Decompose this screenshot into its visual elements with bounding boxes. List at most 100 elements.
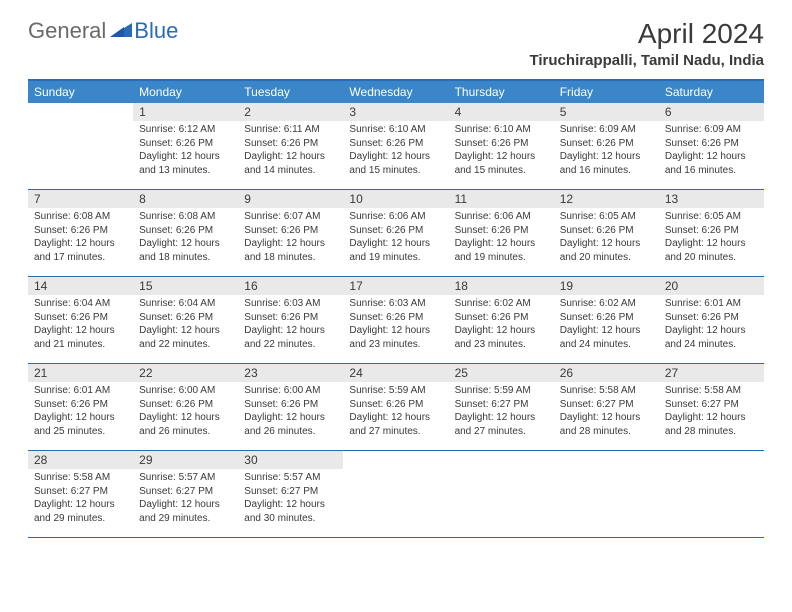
sunrise-text: Sunrise: 6:06 AM [349,210,442,224]
day-cell: 6Sunrise: 6:09 AMSunset: 6:26 PMDaylight… [659,103,764,189]
day-cell [28,103,133,189]
sunset-text: Sunset: 6:26 PM [244,137,337,151]
day-number: 14 [28,277,133,295]
daylight-text: Daylight: 12 hours and 22 minutes. [244,324,337,351]
day-cell: 21Sunrise: 6:01 AMSunset: 6:26 PMDayligh… [28,364,133,450]
sunset-text: Sunset: 6:26 PM [34,224,127,238]
day-details: Sunrise: 6:03 AMSunset: 6:26 PMDaylight:… [238,295,343,355]
calendar: Sunday Monday Tuesday Wednesday Thursday… [28,79,764,538]
sunrise-text: Sunrise: 5:59 AM [349,384,442,398]
day-details: Sunrise: 6:10 AMSunset: 6:26 PMDaylight:… [343,121,448,181]
sunrise-text: Sunrise: 6:02 AM [455,297,548,311]
sunset-text: Sunset: 6:26 PM [244,311,337,325]
day-details: Sunrise: 6:06 AMSunset: 6:26 PMDaylight:… [343,208,448,268]
day-number: 2 [238,103,343,121]
sunrise-text: Sunrise: 6:10 AM [349,123,442,137]
day-number: 16 [238,277,343,295]
weekday-header: Thursday [449,81,554,103]
daylight-text: Daylight: 12 hours and 17 minutes. [34,237,127,264]
daylight-text: Daylight: 12 hours and 23 minutes. [349,324,442,351]
day-details: Sunrise: 6:00 AMSunset: 6:26 PMDaylight:… [238,382,343,442]
day-number: 10 [343,190,448,208]
daylight-text: Daylight: 12 hours and 25 minutes. [34,411,127,438]
sunset-text: Sunset: 6:26 PM [349,311,442,325]
daylight-text: Daylight: 12 hours and 20 minutes. [560,237,653,264]
daylight-text: Daylight: 12 hours and 26 minutes. [244,411,337,438]
sunrise-text: Sunrise: 5:57 AM [139,471,232,485]
day-cell: 24Sunrise: 5:59 AMSunset: 6:26 PMDayligh… [343,364,448,450]
day-cell: 23Sunrise: 6:00 AMSunset: 6:26 PMDayligh… [238,364,343,450]
day-details: Sunrise: 5:58 AMSunset: 6:27 PMDaylight:… [554,382,659,442]
day-details: Sunrise: 6:12 AMSunset: 6:26 PMDaylight:… [133,121,238,181]
day-number: 8 [133,190,238,208]
day-cell: 26Sunrise: 5:58 AMSunset: 6:27 PMDayligh… [554,364,659,450]
sunset-text: Sunset: 6:26 PM [139,311,232,325]
day-cell: 25Sunrise: 5:59 AMSunset: 6:27 PMDayligh… [449,364,554,450]
week-row: 28Sunrise: 5:58 AMSunset: 6:27 PMDayligh… [28,451,764,538]
day-details: Sunrise: 6:01 AMSunset: 6:26 PMDaylight:… [659,295,764,355]
weekday-header: Monday [133,81,238,103]
sunset-text: Sunset: 6:27 PM [34,485,127,499]
daylight-text: Daylight: 12 hours and 24 minutes. [560,324,653,351]
logo: General Blue [28,18,178,44]
daylight-text: Daylight: 12 hours and 14 minutes. [244,150,337,177]
sunset-text: Sunset: 6:26 PM [455,224,548,238]
day-number: 18 [449,277,554,295]
sunrise-text: Sunrise: 6:06 AM [455,210,548,224]
day-details: Sunrise: 5:58 AMSunset: 6:27 PMDaylight:… [28,469,133,529]
day-details: Sunrise: 5:58 AMSunset: 6:27 PMDaylight:… [659,382,764,442]
sunset-text: Sunset: 6:27 PM [455,398,548,412]
sunset-text: Sunset: 6:27 PM [139,485,232,499]
day-cell [659,451,764,537]
day-cell: 1Sunrise: 6:12 AMSunset: 6:26 PMDaylight… [133,103,238,189]
day-details: Sunrise: 6:06 AMSunset: 6:26 PMDaylight:… [449,208,554,268]
day-cell: 18Sunrise: 6:02 AMSunset: 6:26 PMDayligh… [449,277,554,363]
day-details: Sunrise: 6:09 AMSunset: 6:26 PMDaylight:… [659,121,764,181]
sunrise-text: Sunrise: 6:12 AM [139,123,232,137]
daylight-text: Daylight: 12 hours and 18 minutes. [244,237,337,264]
day-details: Sunrise: 5:57 AMSunset: 6:27 PMDaylight:… [133,469,238,529]
week-row: 14Sunrise: 6:04 AMSunset: 6:26 PMDayligh… [28,277,764,364]
day-cell: 16Sunrise: 6:03 AMSunset: 6:26 PMDayligh… [238,277,343,363]
week-row: 21Sunrise: 6:01 AMSunset: 6:26 PMDayligh… [28,364,764,451]
day-details: Sunrise: 5:59 AMSunset: 6:27 PMDaylight:… [449,382,554,442]
day-cell: 3Sunrise: 6:10 AMSunset: 6:26 PMDaylight… [343,103,448,189]
sunrise-text: Sunrise: 6:01 AM [34,384,127,398]
day-details: Sunrise: 6:02 AMSunset: 6:26 PMDaylight:… [554,295,659,355]
day-number: 13 [659,190,764,208]
day-details: Sunrise: 6:04 AMSunset: 6:26 PMDaylight:… [133,295,238,355]
sunset-text: Sunset: 6:26 PM [139,224,232,238]
sunset-text: Sunset: 6:26 PM [349,224,442,238]
sunrise-text: Sunrise: 6:04 AM [34,297,127,311]
sunrise-text: Sunrise: 6:07 AM [244,210,337,224]
daylight-text: Daylight: 12 hours and 29 minutes. [139,498,232,525]
daylight-text: Daylight: 12 hours and 28 minutes. [665,411,758,438]
day-details: Sunrise: 6:05 AMSunset: 6:26 PMDaylight:… [554,208,659,268]
day-number: 30 [238,451,343,469]
sunrise-text: Sunrise: 5:58 AM [665,384,758,398]
day-number: 17 [343,277,448,295]
sunset-text: Sunset: 6:26 PM [244,398,337,412]
day-number: 9 [238,190,343,208]
day-number: 12 [554,190,659,208]
sunrise-text: Sunrise: 6:04 AM [139,297,232,311]
day-details: Sunrise: 6:07 AMSunset: 6:26 PMDaylight:… [238,208,343,268]
week-row: 1Sunrise: 6:12 AMSunset: 6:26 PMDaylight… [28,103,764,190]
day-cell: 17Sunrise: 6:03 AMSunset: 6:26 PMDayligh… [343,277,448,363]
daylight-text: Daylight: 12 hours and 27 minutes. [455,411,548,438]
sunset-text: Sunset: 6:26 PM [34,311,127,325]
sunrise-text: Sunrise: 6:02 AM [560,297,653,311]
sunset-text: Sunset: 6:26 PM [349,398,442,412]
sunset-text: Sunset: 6:26 PM [139,137,232,151]
logo-triangle-icon [110,21,132,42]
sunrise-text: Sunrise: 6:05 AM [665,210,758,224]
daylight-text: Daylight: 12 hours and 19 minutes. [349,237,442,264]
day-details: Sunrise: 6:04 AMSunset: 6:26 PMDaylight:… [28,295,133,355]
weeks-container: 1Sunrise: 6:12 AMSunset: 6:26 PMDaylight… [28,103,764,538]
day-number: 20 [659,277,764,295]
day-cell: 28Sunrise: 5:58 AMSunset: 6:27 PMDayligh… [28,451,133,537]
weekday-header: Tuesday [238,81,343,103]
sunrise-text: Sunrise: 6:11 AM [244,123,337,137]
sunrise-text: Sunrise: 6:00 AM [139,384,232,398]
weekday-header: Sunday [28,81,133,103]
